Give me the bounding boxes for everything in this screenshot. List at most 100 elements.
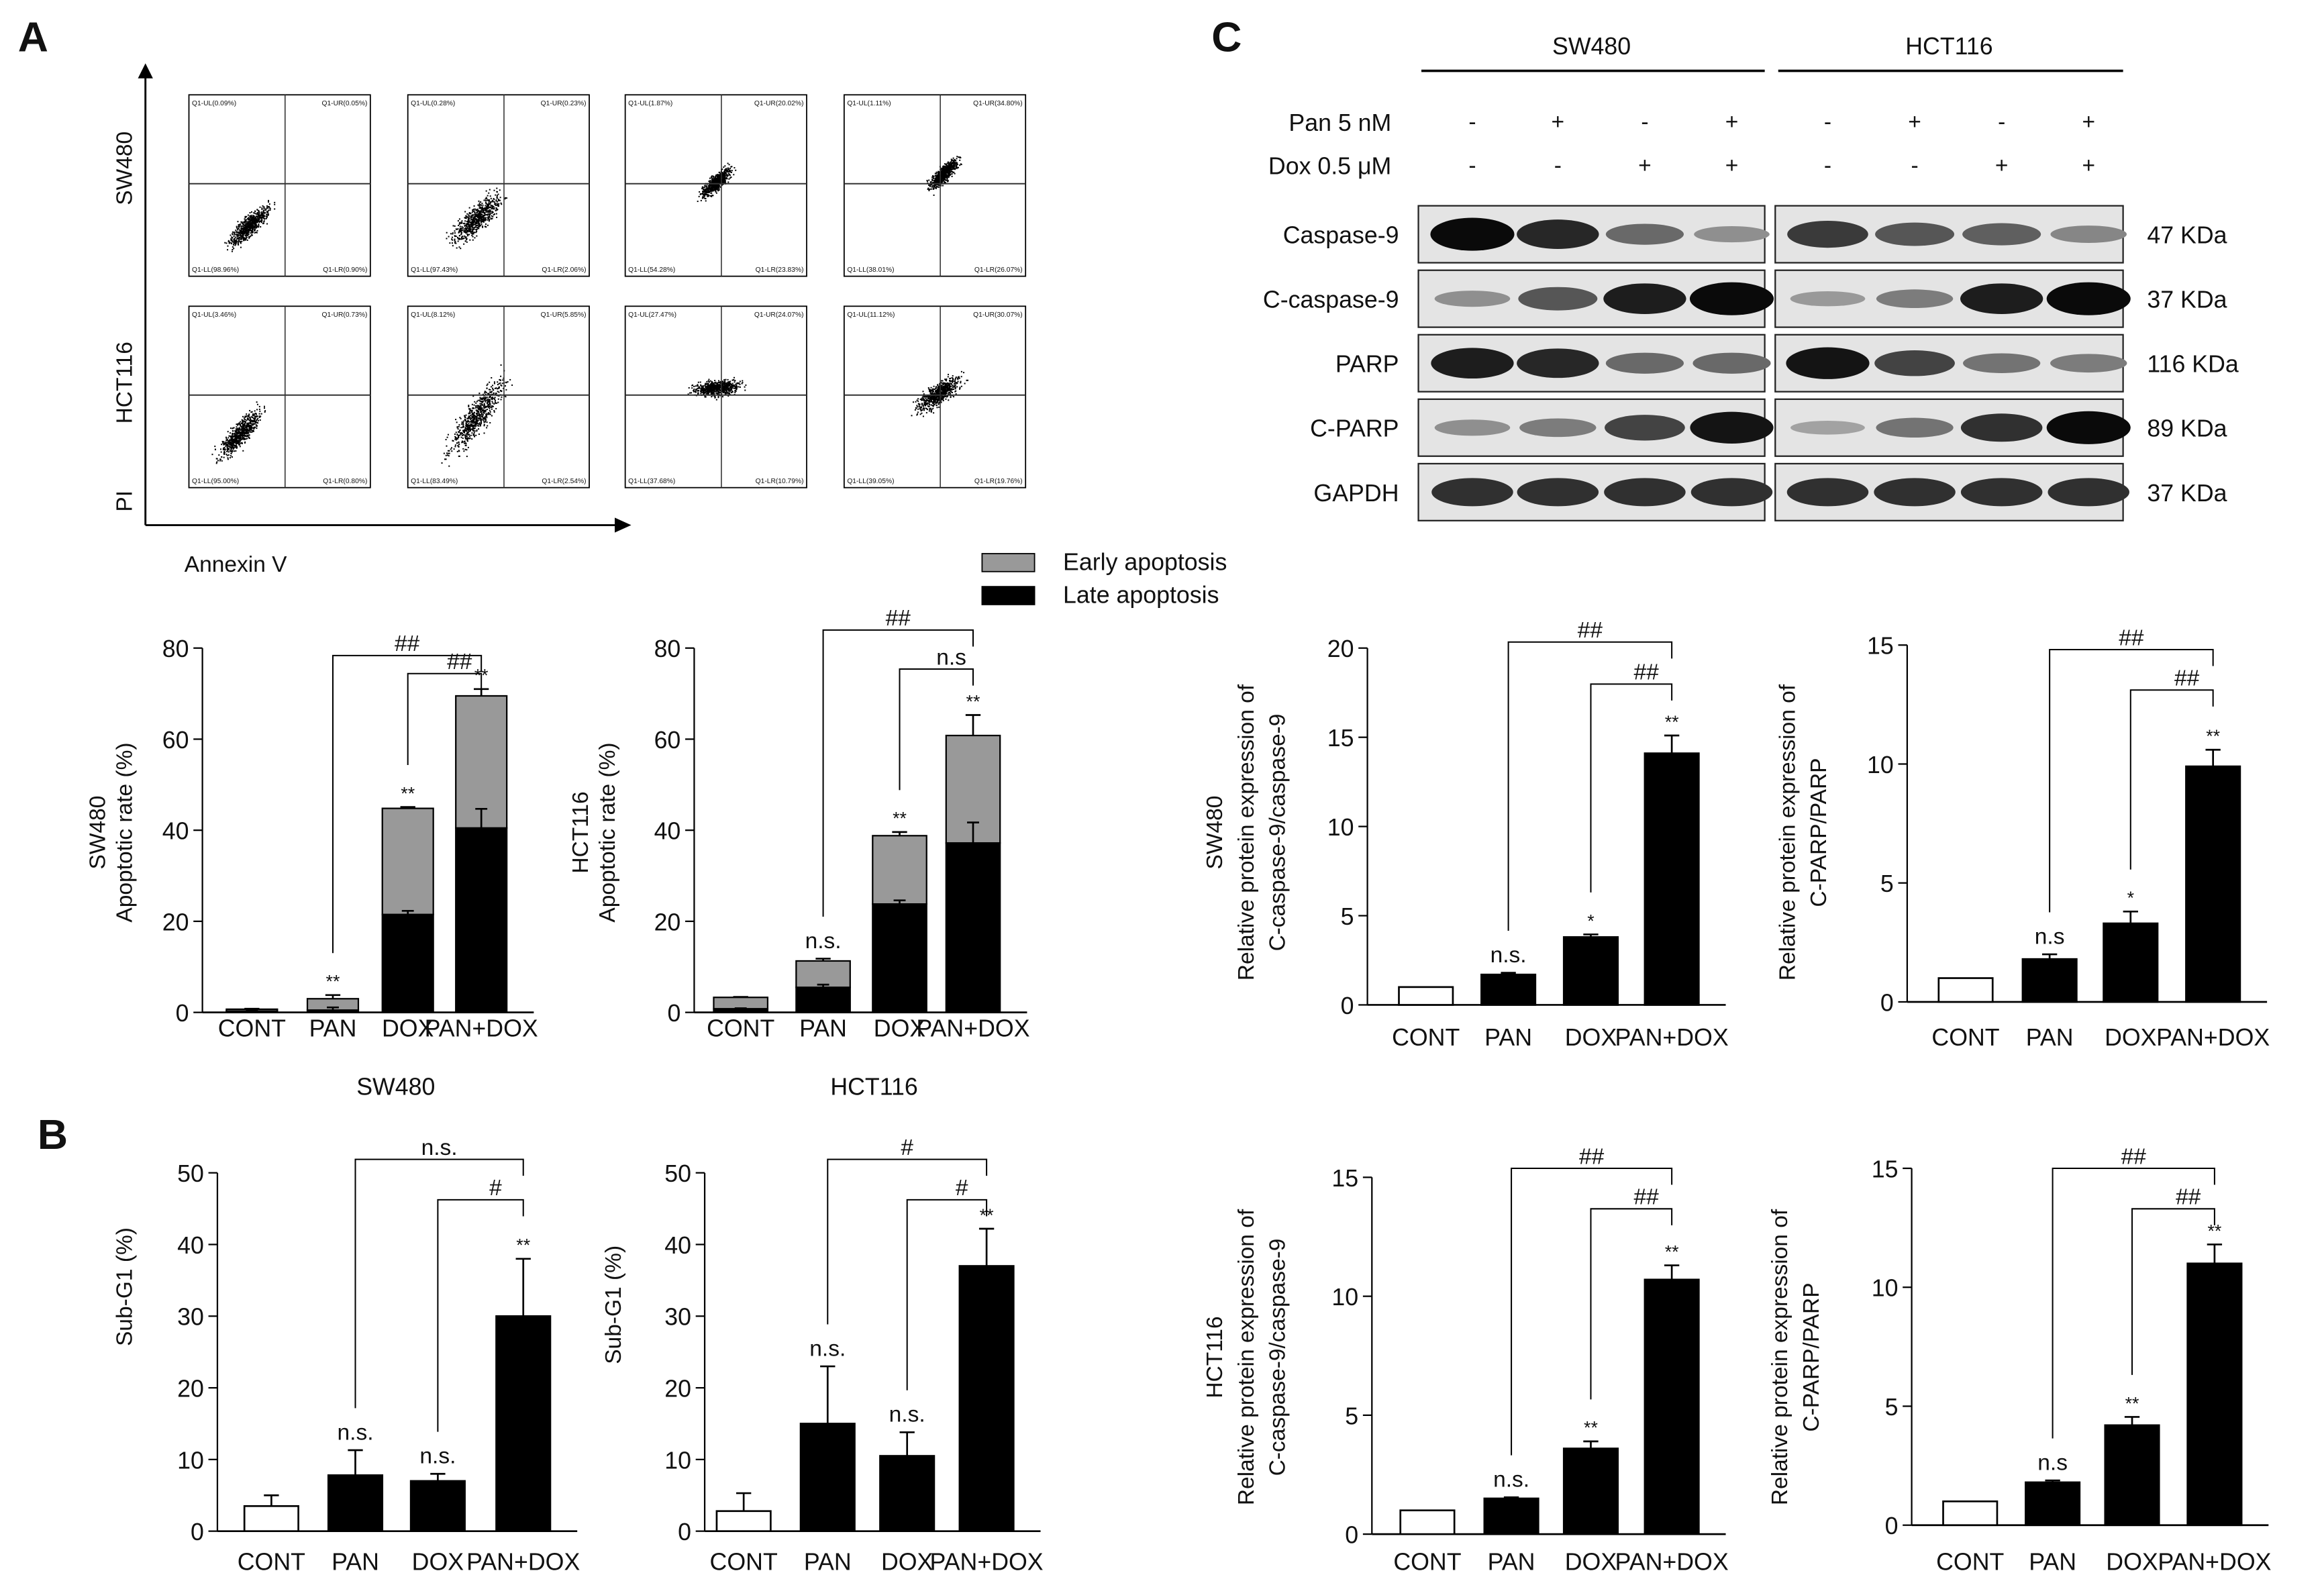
event-dot [719, 186, 721, 188]
event-dot [721, 385, 723, 387]
event-dot [252, 429, 254, 431]
event-dot [950, 162, 952, 164]
event-dot [486, 409, 489, 411]
event-dot [488, 215, 490, 217]
event-dot [268, 213, 270, 215]
event-dot [477, 419, 479, 421]
event-dot [260, 415, 262, 417]
event-dot [250, 411, 252, 413]
event-dot [722, 392, 724, 394]
event-dot [460, 230, 462, 232]
event-dot [943, 172, 945, 174]
event-dot [711, 175, 713, 177]
event-dot [718, 189, 720, 191]
event-dot [477, 408, 479, 410]
event-dot [496, 216, 498, 218]
event-dot [485, 211, 487, 213]
event-dot [460, 248, 462, 250]
event-dot [466, 241, 468, 243]
event-dot [470, 423, 472, 425]
event-dot [490, 197, 492, 199]
event-dot [703, 393, 705, 395]
event-dot [489, 405, 491, 407]
event-dot [483, 409, 485, 411]
event-dot [701, 186, 703, 188]
event-dot [481, 403, 483, 405]
event-dot [478, 219, 480, 221]
event-dot [250, 226, 252, 228]
event-dot [936, 176, 938, 178]
event-dot [729, 383, 731, 385]
event-dot [483, 212, 485, 214]
event-dot [471, 403, 473, 405]
event-dot [484, 411, 486, 413]
event-dot [732, 385, 734, 387]
event-dot [240, 227, 242, 230]
event-dot [264, 211, 266, 213]
event-dot [944, 179, 946, 181]
event-dot [498, 383, 500, 385]
quadrant-ur-label: Q1-UR(0.73%) [321, 311, 367, 319]
event-dot [478, 415, 481, 417]
event-dot [220, 451, 222, 453]
event-dot [482, 209, 484, 211]
event-dot [446, 445, 448, 447]
event-dot [237, 243, 239, 245]
event-dot [252, 222, 254, 224]
event-dot [954, 168, 956, 170]
event-dot [470, 419, 472, 421]
event-dot [936, 185, 938, 187]
event-dot [247, 230, 249, 232]
event-dot [485, 217, 487, 219]
event-dot [245, 427, 247, 429]
event-dot [260, 221, 262, 223]
event-dot [470, 425, 472, 427]
event-dot [716, 385, 718, 387]
event-dot [236, 438, 238, 440]
event-dot [231, 236, 233, 238]
event-dot [726, 389, 728, 391]
event-dot [230, 242, 232, 244]
event-dot [468, 220, 470, 222]
event-dot [245, 435, 247, 437]
event-dot [227, 245, 229, 247]
event-dot [462, 426, 464, 428]
event-dot [474, 418, 476, 420]
event-dot [497, 204, 499, 206]
event-dot [728, 164, 730, 166]
event-dot [241, 425, 243, 427]
event-dot [238, 432, 240, 434]
event-dot [713, 186, 715, 188]
event-dot [483, 420, 485, 422]
event-dot [707, 189, 709, 191]
event-dot [478, 422, 481, 424]
event-dot [454, 236, 456, 238]
event-dot [718, 189, 720, 191]
event-dot [482, 204, 484, 206]
event-dot [956, 164, 958, 166]
event-dot [230, 436, 232, 438]
event-dot [487, 217, 489, 219]
event-dot [472, 225, 474, 227]
event-dot [485, 200, 487, 202]
event-dot [250, 215, 252, 217]
event-dot [244, 429, 246, 431]
arrow-right-icon [615, 517, 631, 533]
event-dot [947, 161, 949, 163]
event-dot [943, 176, 945, 179]
event-dot [236, 447, 238, 449]
event-dot [457, 228, 459, 230]
event-dot [496, 402, 498, 404]
event-dot [250, 232, 252, 234]
quadrant-lr-label: Q1-LR(23.83%) [756, 266, 804, 274]
event-dot [473, 214, 475, 216]
event-dot [491, 415, 493, 417]
event-dot [736, 389, 738, 391]
event-dot [718, 187, 720, 189]
event-dot [952, 166, 954, 168]
event-dot [481, 397, 483, 399]
event-dot [703, 389, 705, 391]
event-dot [254, 412, 256, 414]
event-dot [713, 389, 715, 391]
event-dot [711, 187, 713, 189]
